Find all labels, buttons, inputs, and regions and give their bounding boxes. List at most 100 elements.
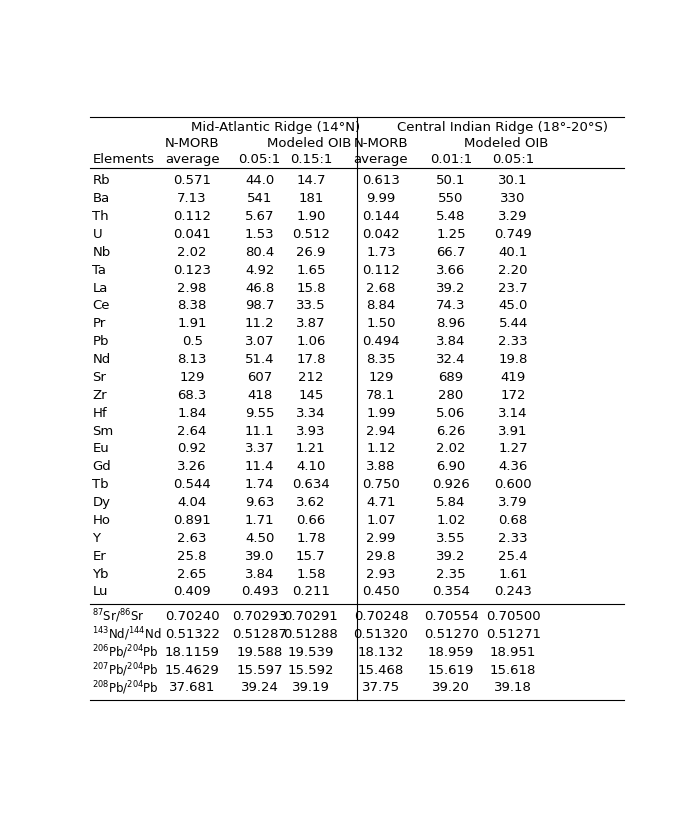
Text: 30.1: 30.1 [498,174,528,188]
Text: 32.4: 32.4 [436,353,466,366]
Text: 2.94: 2.94 [366,425,395,437]
Text: 15.619: 15.619 [428,664,474,676]
Text: 2.33: 2.33 [498,532,528,544]
Text: 19.588: 19.588 [237,646,283,659]
Text: 66.7: 66.7 [436,246,466,259]
Text: 0.891: 0.891 [173,514,211,527]
Text: Y: Y [93,532,100,544]
Text: 0.544: 0.544 [173,478,211,491]
Text: 172: 172 [500,388,526,402]
Text: 607: 607 [247,371,272,384]
Text: average: average [354,153,409,166]
Text: 15.618: 15.618 [490,664,537,676]
Text: Ce: Ce [93,300,110,312]
Text: 4.36: 4.36 [498,461,528,473]
Text: 1.99: 1.99 [366,407,395,420]
Text: 15.597: 15.597 [237,664,283,676]
Text: 1.27: 1.27 [498,442,528,456]
Text: 45.0: 45.0 [498,300,528,312]
Text: 2.63: 2.63 [177,532,207,544]
Text: 3.29: 3.29 [498,210,528,223]
Text: 0.750: 0.750 [362,478,400,491]
Text: 1.58: 1.58 [296,568,326,581]
Text: 0.92: 0.92 [177,442,207,456]
Text: 68.3: 68.3 [177,388,207,402]
Text: Er: Er [93,549,106,563]
Text: 3.87: 3.87 [296,317,326,330]
Text: 280: 280 [438,388,464,402]
Text: Eu: Eu [93,442,109,456]
Text: 3.55: 3.55 [436,532,466,544]
Text: 550: 550 [438,193,464,205]
Text: 3.79: 3.79 [498,496,528,509]
Text: 5.48: 5.48 [436,210,466,223]
Text: 0.51322: 0.51322 [165,627,220,641]
Text: 3.84: 3.84 [436,335,466,349]
Text: 0.144: 0.144 [362,210,400,223]
Text: 1.65: 1.65 [296,264,326,276]
Text: Ba: Ba [93,193,110,205]
Text: 0.01:1: 0.01:1 [430,153,472,166]
Text: 9.99: 9.99 [366,193,395,205]
Text: 0.041: 0.041 [173,228,211,241]
Text: 419: 419 [500,371,525,384]
Text: 80.4: 80.4 [245,246,274,259]
Text: 145: 145 [298,388,324,402]
Text: 541: 541 [247,193,272,205]
Text: 15.468: 15.468 [358,664,404,676]
Text: 18.951: 18.951 [490,646,537,659]
Text: 3.93: 3.93 [296,425,326,437]
Text: 6.90: 6.90 [436,461,466,473]
Text: Sm: Sm [93,425,113,437]
Text: 37.75: 37.75 [362,681,400,695]
Text: 2.93: 2.93 [366,568,396,581]
Text: 1.25: 1.25 [436,228,466,241]
Text: 0.51320: 0.51320 [354,627,409,641]
Text: 0.70248: 0.70248 [354,610,409,623]
Text: 37.681: 37.681 [169,681,215,695]
Text: 18.959: 18.959 [428,646,474,659]
Text: 2.99: 2.99 [366,532,395,544]
Text: 0.512: 0.512 [292,228,330,241]
Text: 0.51288: 0.51288 [283,627,338,641]
Text: 2.20: 2.20 [498,264,528,276]
Text: 0.571: 0.571 [173,174,211,188]
Text: 1.21: 1.21 [296,442,326,456]
Text: 1.90: 1.90 [296,210,326,223]
Text: 3.26: 3.26 [177,461,207,473]
Text: 17.8: 17.8 [296,353,326,366]
Text: Gd: Gd [93,461,111,473]
Text: 181: 181 [298,193,324,205]
Text: 0.493: 0.493 [241,585,278,598]
Text: 8.13: 8.13 [177,353,207,366]
Text: 2.64: 2.64 [177,425,207,437]
Text: 3.88: 3.88 [366,461,395,473]
Text: 50.1: 50.1 [436,174,466,188]
Text: Tb: Tb [93,478,109,491]
Text: Sr: Sr [93,371,106,384]
Text: 1.02: 1.02 [436,514,466,527]
Text: average: average [165,153,219,166]
Text: 1.06: 1.06 [296,335,326,349]
Text: La: La [93,281,108,295]
Text: 1.91: 1.91 [177,317,207,330]
Text: 46.8: 46.8 [245,281,274,295]
Text: 4.92: 4.92 [245,264,274,276]
Text: Ta: Ta [93,264,106,276]
Text: 0.5: 0.5 [182,335,203,349]
Text: 330: 330 [500,193,525,205]
Text: 9.55: 9.55 [245,407,274,420]
Text: Rb: Rb [93,174,110,188]
Text: 1.12: 1.12 [366,442,396,456]
Text: 0.926: 0.926 [432,478,470,491]
Text: 15.8: 15.8 [296,281,326,295]
Text: 33.5: 33.5 [296,300,326,312]
Text: 19.8: 19.8 [498,353,528,366]
Text: 51.4: 51.4 [245,353,274,366]
Text: 212: 212 [298,371,324,384]
Text: 44.0: 44.0 [245,174,274,188]
Text: 1.71: 1.71 [245,514,274,527]
Text: 1.50: 1.50 [366,317,396,330]
Text: 11.2: 11.2 [245,317,274,330]
Text: 0.51287: 0.51287 [232,627,287,641]
